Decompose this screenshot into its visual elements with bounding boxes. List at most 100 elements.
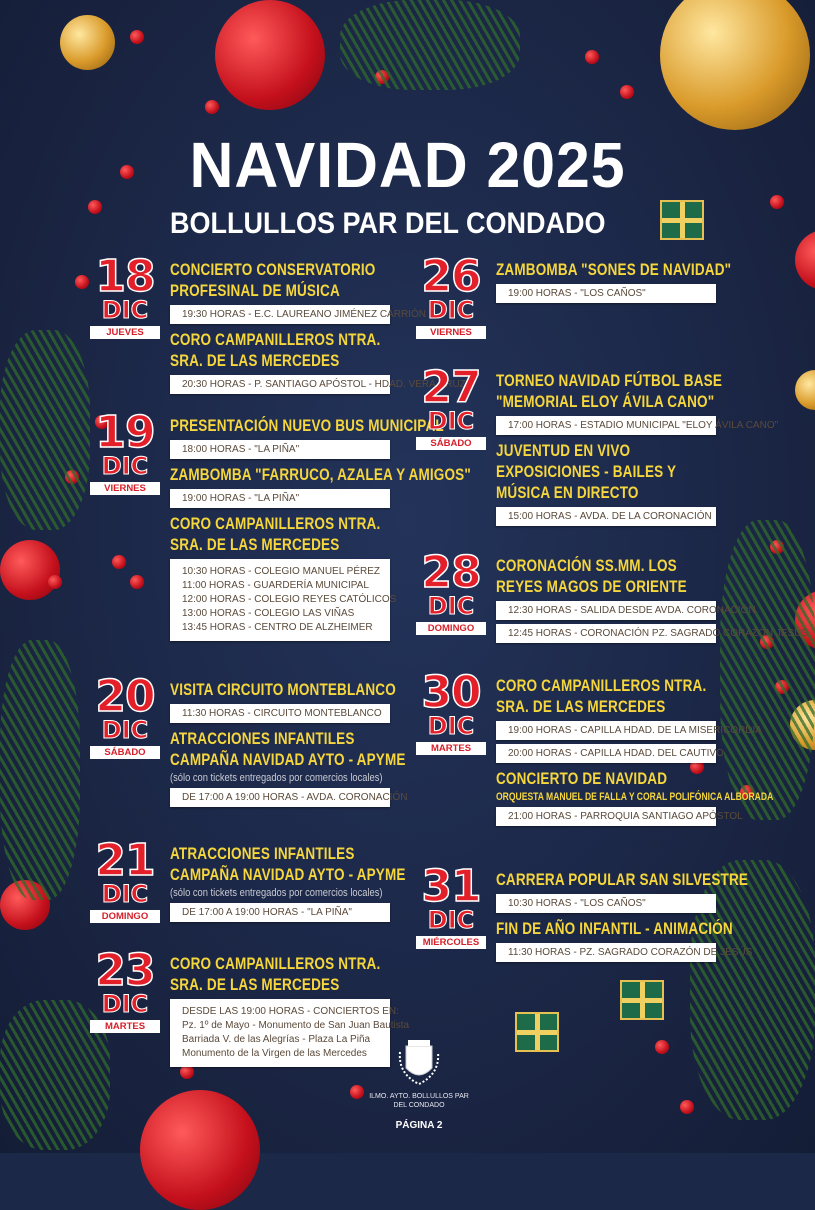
- day-number: 20: [95, 671, 157, 722]
- time-location-text: 13:00 HORAS - COLEGIO LAS VIÑAS: [182, 608, 355, 619]
- event-title: CORO CAMPANILLEROS NTRA.: [170, 955, 381, 973]
- event-title: EXPOSICIONES - BAILES Y: [496, 463, 677, 481]
- berry-icon: [205, 100, 219, 114]
- time-location-text: 11:00 HORAS - GUARDERÍA MUNICIPAL: [182, 580, 369, 591]
- event-title: ATRACCIONES INFANTILES: [170, 730, 355, 748]
- weekday-badge: DOMINGO: [416, 622, 486, 635]
- berry-icon: [585, 50, 599, 64]
- event-title: CONCIERTO CONSERVATORIO: [170, 261, 376, 279]
- event-title: ZAMBOMBA "FARRUCO, AZALEA Y AMIGOS": [170, 466, 471, 484]
- event-list: PRESENTACIÓN NUEVO BUS MUNICIPAL 18:00 HO…: [170, 416, 471, 647]
- date-block: 18 DIC JUEVES: [90, 251, 160, 339]
- event-list: ATRACCIONES INFANTILES CAMPAÑA NAVIDAD AY…: [170, 844, 405, 928]
- day-number: 26: [421, 251, 483, 302]
- berry-icon: [95, 415, 109, 429]
- time-location-box: 19:00 HORAS - CAPILLA HDAD. DE LA MISERI…: [496, 721, 762, 740]
- event: JUVENTUD EN VIVO EXPOSICIONES - BAILES Y M…: [496, 441, 716, 526]
- berry-icon: [180, 1065, 194, 1079]
- pine-branch-icon: [0, 640, 80, 900]
- event-title: REYES MAGOS DE ORIENTE: [496, 578, 687, 596]
- month-label: DIC: [101, 880, 149, 908]
- page-subtitle: BOLLULLOS PAR DEL CONDADO: [170, 207, 606, 240]
- date-block: 27 DIC SÁBADO: [416, 362, 486, 450]
- time-location-text: 10:30 HORAS - "LOS CAÑOS": [508, 898, 646, 909]
- berry-icon: [48, 575, 62, 589]
- time-location-box: DESDE LAS 19:00 HORAS - CONCIERTOS EN: Pz…: [170, 999, 409, 1067]
- event-subtitle: ORQUESTA MANUEL DE FALLA Y CORAL POLIFÓN…: [496, 791, 774, 803]
- event-title: CORONACIÓN SS.MM. LOS: [496, 557, 677, 575]
- page-number: PÁGINA 2: [395, 1120, 443, 1131]
- time-location-box: 11:30 HORAS - PZ. SAGRADO CORAZÓN DE JES…: [496, 943, 752, 962]
- event: PRESENTACIÓN NUEVO BUS MUNICIPAL 18:00 HO…: [170, 416, 444, 459]
- date-block: 30 DIC MARTES: [416, 667, 486, 755]
- berry-icon: [112, 555, 126, 569]
- day-number: 19: [95, 407, 157, 458]
- gold-bell-icon: [60, 15, 115, 70]
- weekday-badge: VIERNES: [416, 326, 486, 339]
- berry-icon: [350, 1085, 364, 1099]
- event-title: FIN DE AÑO INFANTIL - ANIMACIÓN: [496, 920, 733, 938]
- berry-icon: [130, 575, 144, 589]
- gold-bell-icon: [660, 0, 810, 130]
- time-location-text: Monumento de la Virgen de las Mercedes: [182, 1048, 367, 1059]
- time-location-box: DE 17:00 A 19:00 HORAS - "LA PIÑA": [170, 903, 390, 922]
- event-list: CORO CAMPANILLEROS NTRA. SRA. DE LAS MERC…: [170, 954, 409, 1073]
- time-location-text: 12:00 HORAS - COLEGIO REYES CATÓLICOS: [182, 594, 397, 605]
- event: CARRERA POPULAR SAN SILVESTRE 10:30 HORAS…: [496, 870, 748, 913]
- day-number: 18: [95, 251, 157, 302]
- event: CORO CAMPANILLEROS NTRA. SRA. DE LAS MERC…: [496, 676, 762, 763]
- month-label: DIC: [427, 712, 475, 740]
- date-block: 20 DIC SÁBADO: [90, 671, 160, 759]
- time-location-box: 19:00 HORAS - "LA PIÑA": [170, 489, 390, 508]
- time-location-text: 19:00 HORAS - "LOS CAÑOS": [508, 288, 646, 299]
- weekday-badge: DOMINGO: [90, 910, 160, 923]
- berry-icon: [130, 30, 144, 44]
- event-title: PRESENTACIÓN NUEVO BUS MUNICIPAL: [170, 417, 444, 435]
- month-label: DIC: [427, 906, 475, 934]
- month-label: DIC: [427, 592, 475, 620]
- event-title: VISITA CIRCUITO MONTEBLANCO: [170, 681, 396, 699]
- event: CORONACIÓN SS.MM. LOS REYES MAGOS DE ORIE…: [496, 556, 808, 643]
- time-location-text: 13:45 HORAS - CENTRO DE ALZHEIMER: [182, 622, 373, 633]
- event-title: ZAMBOMBA "SONES DE NAVIDAD": [496, 261, 732, 279]
- time-location-box: 12:45 HORAS - CORONACIÓN PZ. SAGRADO COR…: [496, 624, 808, 643]
- event-title: JUVENTUD EN VIVO: [496, 442, 631, 460]
- event-title: TORNEO NAVIDAD FÚTBOL BASE: [496, 372, 723, 390]
- date-block: 19 DIC VIERNES: [90, 407, 160, 495]
- red-ornament-icon: [0, 540, 60, 600]
- month-label: DIC: [101, 716, 149, 744]
- time-location-text: 21:00 HORAS - PARROQUIA SANTIAGO APÓSTOL: [508, 811, 743, 822]
- day-number: 27: [421, 362, 483, 413]
- month-label: DIC: [101, 990, 149, 1018]
- event-title: CORO CAMPANILLEROS NTRA.: [170, 515, 381, 533]
- event: TORNEO NAVIDAD FÚTBOL BASE "MEMORIAL ELOY…: [496, 371, 779, 435]
- time-location-box: 10:30 HORAS - "LOS CAÑOS": [496, 894, 716, 913]
- month-label: DIC: [427, 296, 475, 324]
- day-number: 30: [421, 667, 483, 718]
- event-note: (sólo con tickets entregados por comerci…: [170, 887, 383, 899]
- gold-bell-icon: [795, 370, 815, 410]
- pine-branch-icon: [340, 0, 520, 90]
- time-location-box: 10:30 HORAS - COLEGIO MANUEL PÉREZ 11:00 …: [170, 559, 397, 641]
- weekday-badge: SÁBADO: [416, 437, 486, 450]
- time-location-text: DESDE LAS 19:00 HORAS - CONCIERTOS EN:: [182, 1006, 399, 1017]
- event-note: (sólo con tickets entregados por comerci…: [170, 772, 383, 784]
- time-location-box: 19:30 HORAS - E.C. LAUREANO JIMÉNEZ CARR…: [170, 305, 426, 324]
- event-title: ATRACCIONES INFANTILES: [170, 845, 355, 863]
- red-ornament-icon: [140, 1090, 260, 1210]
- time-location-box: 20:00 HORAS - CAPILLA HDAD. DEL CAUTIVO: [496, 744, 724, 763]
- time-location-text: 17:00 HORAS - ESTADIO MUNICIPAL "ELOY ÁV…: [508, 420, 779, 431]
- event: ZAMBOMBA "SONES DE NAVIDAD" 19:00 HORAS -…: [496, 260, 732, 303]
- event-title: MÚSICA EN DIRECTO: [496, 484, 639, 502]
- month-label: DIC: [427, 407, 475, 435]
- day-number: 23: [95, 945, 157, 996]
- event: CONCIERTO DE NAVIDAD ORQUESTA MANUEL DE F…: [496, 769, 774, 826]
- logo-caption: ILMO. AYTO. BOLLULLOS PAR DEL CONDADO: [369, 1093, 469, 1109]
- event-title: "MEMORIAL ELOY ÁVILA CANO": [496, 393, 715, 411]
- weekday-badge: SÁBADO: [90, 746, 160, 759]
- time-location-box: 11:30 HORAS - CIRCUITO MONTEBLANCO: [170, 704, 390, 723]
- time-location-box: 19:00 HORAS - "LOS CAÑOS": [496, 284, 716, 303]
- weekday-badge: MARTES: [416, 742, 486, 755]
- time-location-box: 17:00 HORAS - ESTADIO MUNICIPAL "ELOY ÁV…: [496, 416, 779, 435]
- event: VISITA CIRCUITO MONTEBLANCO 11:30 HORAS -…: [170, 680, 396, 723]
